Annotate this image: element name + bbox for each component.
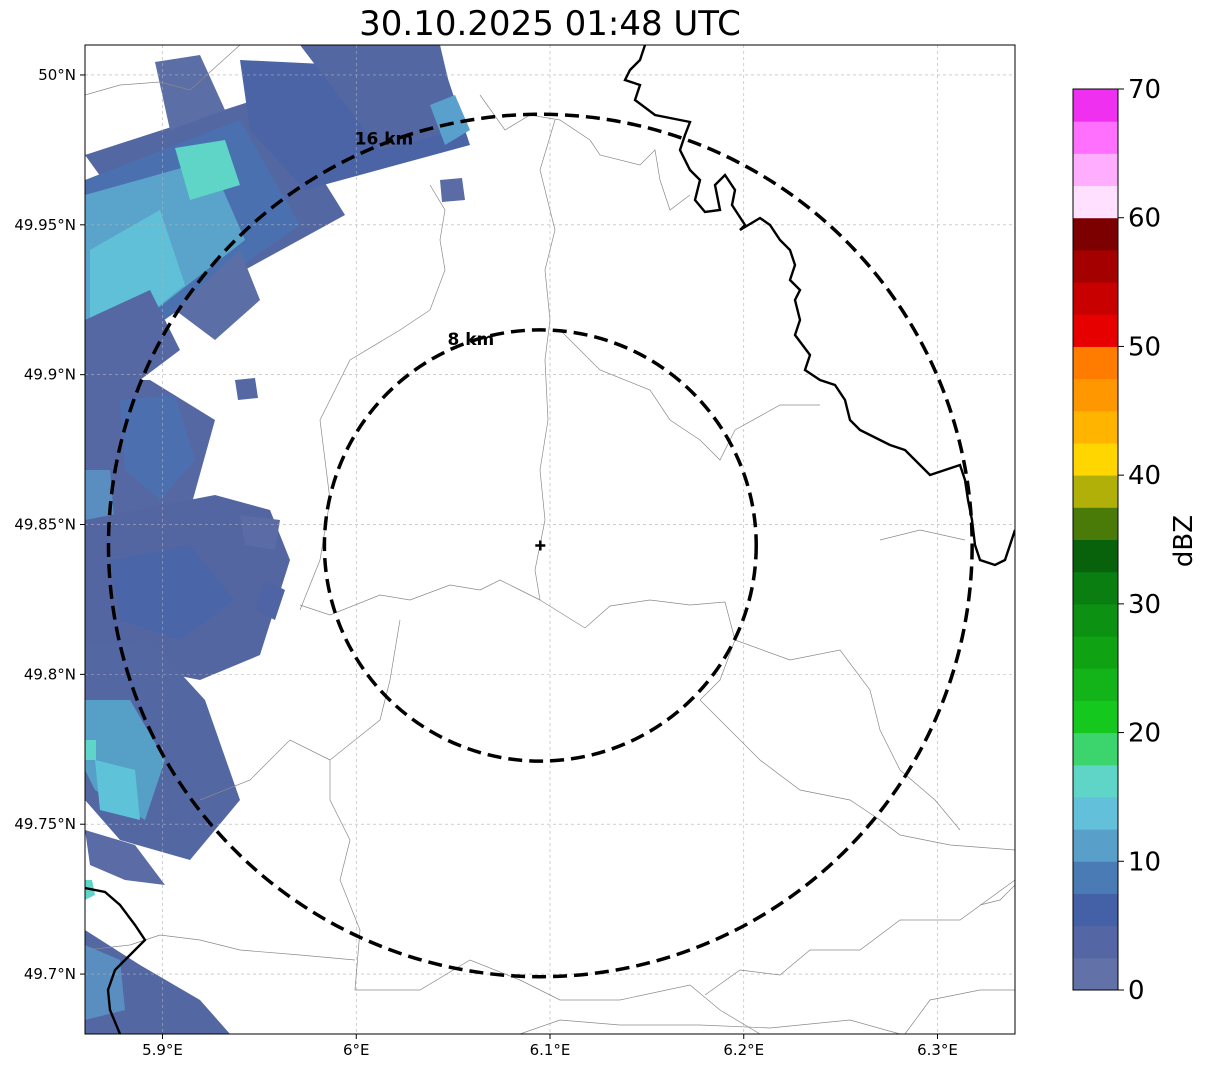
y-axis-ticks: 50°N 49.95°N 49.9°N 49.85°N 49.8°N 49.75°N 49.…	[14, 66, 85, 983]
colorbar-tick-label: 60	[1128, 204, 1161, 234]
colorbar-cell	[1073, 314, 1118, 347]
x-tick-label: 5.9°E	[142, 1041, 183, 1059]
x-tick-label: 6°E	[343, 1041, 370, 1059]
colorbar-cell	[1073, 732, 1118, 766]
echo-band-west	[85, 378, 290, 1034]
colorbar-cell	[1073, 475, 1118, 508]
colorbar-cell	[1073, 539, 1118, 573]
echo-band-north	[85, 45, 470, 400]
colorbar-tick-label: 70	[1128, 75, 1161, 105]
colorbar-tick-label: 50	[1128, 332, 1161, 362]
y-tick-label: 49.8°N	[24, 665, 76, 683]
colorbar-cell	[1073, 893, 1118, 927]
colorbar-tick-label: 10	[1128, 847, 1161, 877]
colorbar-cell	[1073, 700, 1118, 734]
y-tick-label: 50°N	[38, 66, 76, 84]
x-tick-label: 6.3°E	[917, 1041, 958, 1059]
x-axis-ticks: 5.9°E 6°E 6.1°E 6.2°E 6.3°E	[142, 1034, 958, 1059]
colorbar-cell	[1073, 442, 1118, 476]
admin-boundaries	[85, 45, 1015, 1034]
colorbar-label: dBZ	[1169, 515, 1199, 567]
y-tick-label: 49.95°N	[14, 216, 76, 234]
colorbar-cell	[1073, 89, 1118, 122]
colorbar-cell	[1073, 217, 1118, 251]
range-rings	[106, 112, 974, 979]
radar-site-marker	[535, 540, 546, 551]
colorbar-tick-label: 30	[1128, 590, 1161, 620]
radar-map[interactable]: 8 km 16 km 5.9°E 6°E 6.1°E 6.2°E 6.3°E 50°N 4…	[0, 0, 1030, 1069]
colorbar-cell	[1073, 636, 1118, 669]
colorbar-cell	[1073, 249, 1118, 283]
map-title: 30.10.2025 01:48 UTC	[359, 4, 741, 44]
range-ring-16km	[106, 112, 974, 979]
colorbar-cell	[1073, 410, 1118, 444]
x-tick-label: 6.2°E	[723, 1041, 764, 1059]
range-ring-16km-label: 16 km	[355, 129, 414, 149]
gridlines	[85, 45, 1015, 1034]
precipitation-echoes	[85, 45, 470, 1034]
colorbar-cell	[1073, 571, 1118, 605]
colorbar-cell	[1073, 796, 1118, 830]
colorbar-cell	[1073, 603, 1118, 637]
colorbar-tick-label: 0	[1128, 976, 1145, 1006]
colorbar-tick-label: 20	[1128, 719, 1161, 749]
colorbar-cell	[1073, 668, 1118, 701]
colorbar-ticks: 0 10 20 30 40 50 60 70	[1118, 75, 1161, 1006]
colorbar-cell	[1073, 764, 1118, 798]
country-borders	[85, 45, 1015, 1034]
colorbar-cells	[1073, 89, 1118, 991]
colorbar-cell	[1073, 957, 1118, 991]
range-ring-8km-label: 8 km	[447, 330, 494, 350]
colorbar-tick-label: 40	[1128, 461, 1161, 491]
colorbar-cell	[1073, 507, 1118, 540]
colorbar-cell	[1073, 378, 1118, 412]
y-tick-label: 49.85°N	[14, 516, 76, 534]
colorbar-cell	[1073, 153, 1118, 187]
y-tick-label: 49.75°N	[14, 815, 76, 833]
colorbar-cell	[1073, 925, 1118, 959]
colorbar-cell	[1073, 861, 1118, 894]
x-tick-label: 6.1°E	[530, 1041, 571, 1059]
y-tick-label: 49.7°N	[24, 965, 76, 983]
colorbar-cell	[1073, 346, 1118, 380]
colorbar-frame	[1072, 88, 1119, 991]
colorbar-cell	[1073, 121, 1118, 154]
y-tick-label: 49.9°N	[24, 366, 76, 384]
colorbar-cell	[1073, 829, 1118, 862]
colorbar-cell	[1073, 185, 1118, 219]
range-ring-8km	[322, 328, 758, 763]
colorbar-cell	[1073, 282, 1118, 315]
